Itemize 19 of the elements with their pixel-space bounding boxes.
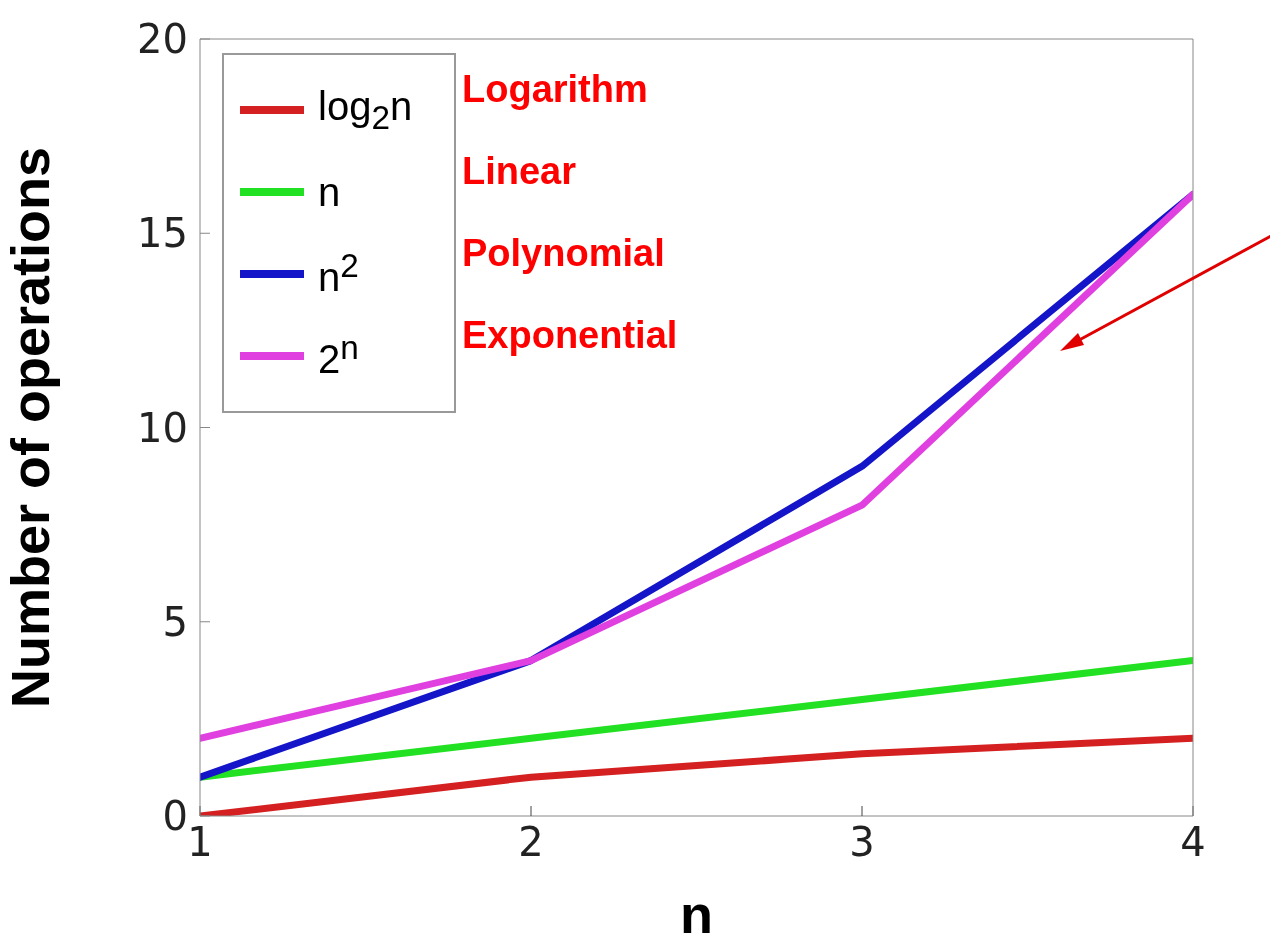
y-axis-title: Number of operations [0, 146, 61, 709]
annotation: Logarithm [462, 68, 648, 111]
x-tick-label: 2 [518, 819, 544, 866]
y-tick-label: 15 [137, 210, 188, 257]
y-tick-label: 5 [162, 598, 188, 645]
legend-label: n [318, 169, 342, 215]
x-tick-label: 1 [187, 819, 213, 866]
legend-label: n$^{2}$ [318, 247, 360, 301]
legend-label: log$_{2}$n [318, 83, 414, 137]
annotation: Exponential [462, 314, 678, 357]
x-axis-title: n [680, 884, 713, 941]
y-tick-label: 0 [162, 793, 188, 840]
legend-label: 2$^{n}$ [318, 329, 360, 383]
annotation: Polynomial [462, 232, 665, 275]
y-tick-label: 20 [137, 16, 188, 63]
x-tick-label: 4 [1180, 819, 1206, 866]
annotation: Linear [462, 150, 577, 193]
y-tick-label: 10 [137, 404, 188, 451]
x-tick-label: 3 [849, 819, 875, 866]
